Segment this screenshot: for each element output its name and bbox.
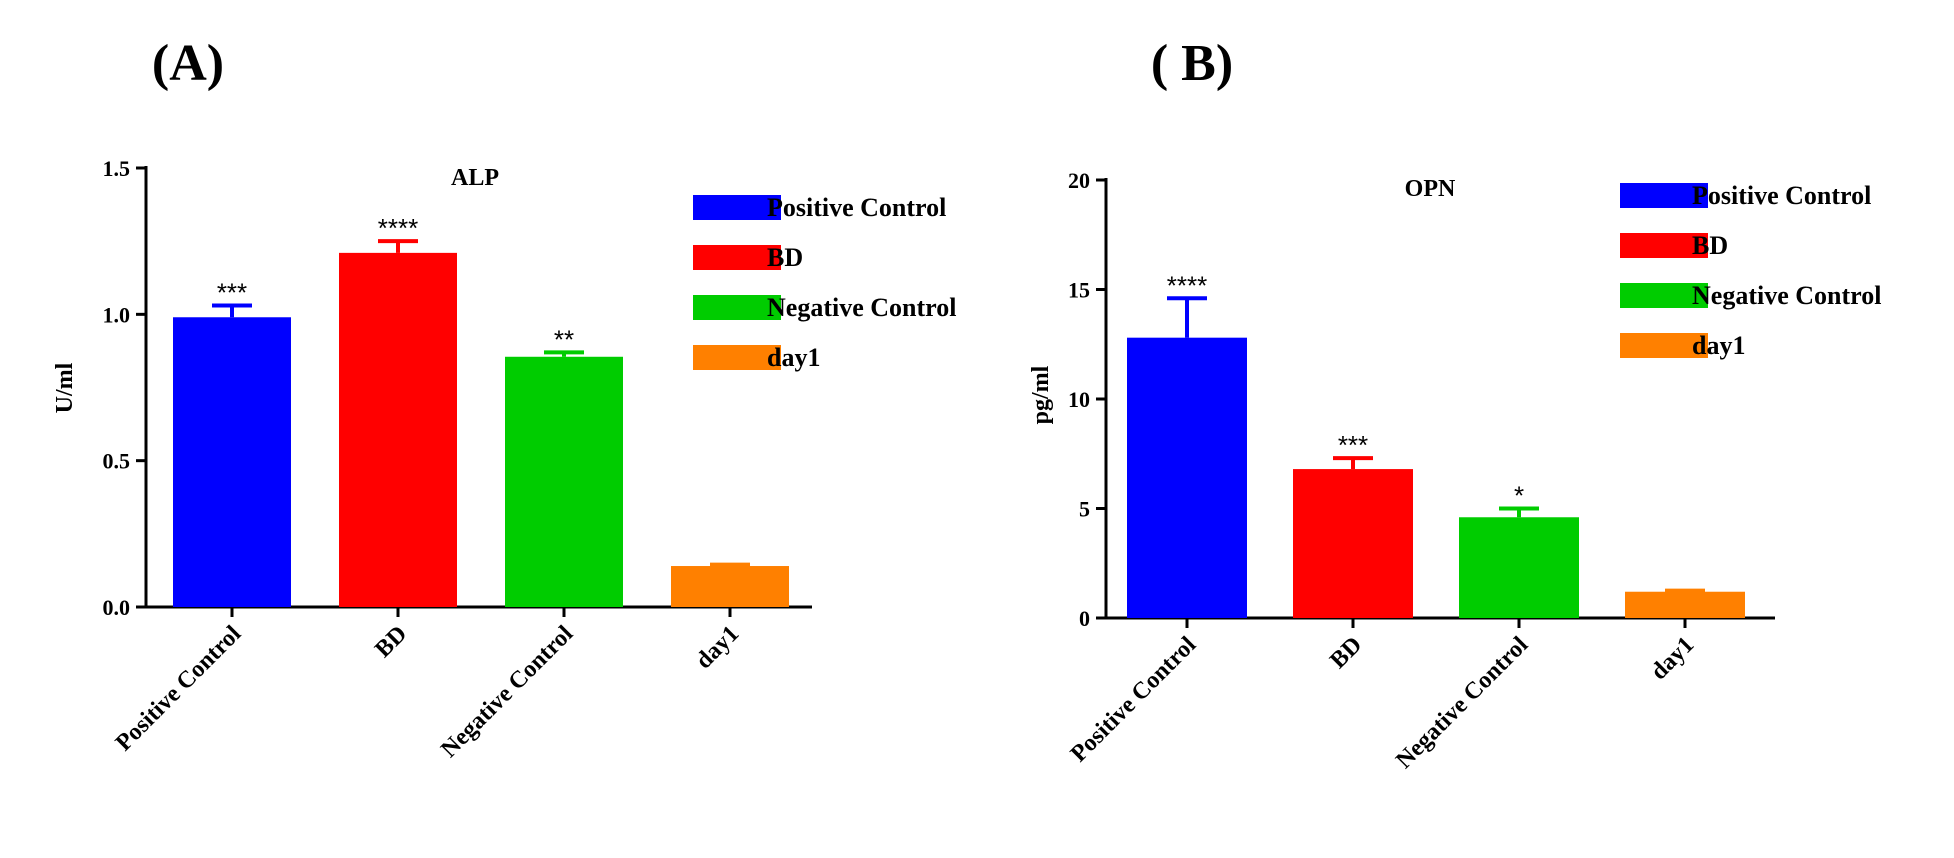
y-tick-label-a: 0.5: [103, 449, 131, 474]
x-tick-label-b: BD: [1325, 632, 1367, 674]
legend-label-a: BD: [767, 243, 803, 272]
legend-swatch-a: [693, 295, 781, 320]
legend-label-b: BD: [1692, 231, 1728, 260]
legend-label-b: day1: [1692, 331, 1745, 360]
panel-label-a: (A): [152, 35, 224, 92]
chart-title-a: ALP: [451, 165, 499, 191]
y-tick-label-a: 0.0: [103, 595, 131, 620]
y-tick-label-a: 1.5: [103, 156, 131, 181]
legend-label-a: Negative Control: [767, 293, 956, 322]
legend-swatch-b: [1620, 183, 1708, 208]
bar-b: [1625, 591, 1745, 618]
legend-label-a: day1: [767, 343, 820, 372]
bar-a: [505, 356, 623, 607]
legend-swatch-a: [693, 345, 781, 370]
x-tick-label-a: Positive Control: [111, 621, 247, 757]
y-tick-label-b: 5: [1079, 497, 1090, 522]
significance-label-b: ***: [1338, 430, 1368, 460]
bar-a: [339, 252, 457, 607]
y-axis-title-a: U/ml: [52, 362, 78, 413]
y-tick-label-b: 20: [1068, 168, 1090, 193]
bar-b: [1127, 337, 1247, 618]
y-tick-label-a: 1.0: [103, 302, 131, 327]
bar-a: [671, 566, 789, 607]
legend-swatch-a: [693, 245, 781, 270]
chart-title-b: OPN: [1405, 176, 1456, 202]
significance-label-a: ***: [217, 278, 247, 308]
x-tick-label-a: day1: [691, 621, 744, 674]
y-tick-label-b: 15: [1068, 278, 1090, 303]
significance-label-a: **: [554, 324, 574, 354]
significance-label-b: *: [1514, 481, 1524, 511]
legend-swatch-b: [1620, 283, 1708, 308]
bar-b: [1459, 517, 1579, 618]
x-tick-label-b: day1: [1646, 632, 1699, 685]
legend-label-b: Positive Control: [1692, 181, 1871, 210]
panel-label-b: ( B): [1151, 35, 1233, 92]
x-tick-label-b: Negative Control: [1391, 632, 1533, 774]
legend-label-b: Negative Control: [1692, 281, 1881, 310]
legend-swatch-a: [693, 195, 781, 220]
chart-panel-a: (A) ALP U/ml 0.0 0.5 1.0 1.5 *** Positive Contro…: [52, 35, 956, 763]
y-tick-label-b: 10: [1068, 387, 1090, 412]
bar-b: [1293, 469, 1413, 618]
x-tick-label-a: Negative Control: [436, 621, 578, 763]
y-tick-label-b: 0: [1079, 606, 1090, 631]
significance-label-b: ****: [1167, 270, 1207, 300]
legend-label-a: Positive Control: [767, 193, 946, 222]
significance-label-a: ****: [378, 213, 418, 243]
legend-swatch-b: [1620, 333, 1708, 358]
y-axis-title-b: pg/ml: [1028, 365, 1054, 424]
bar-a: [173, 317, 291, 607]
x-tick-label-b: Positive Control: [1066, 632, 1202, 768]
x-tick-label-a: BD: [370, 621, 412, 663]
legend-swatch-b: [1620, 233, 1708, 258]
